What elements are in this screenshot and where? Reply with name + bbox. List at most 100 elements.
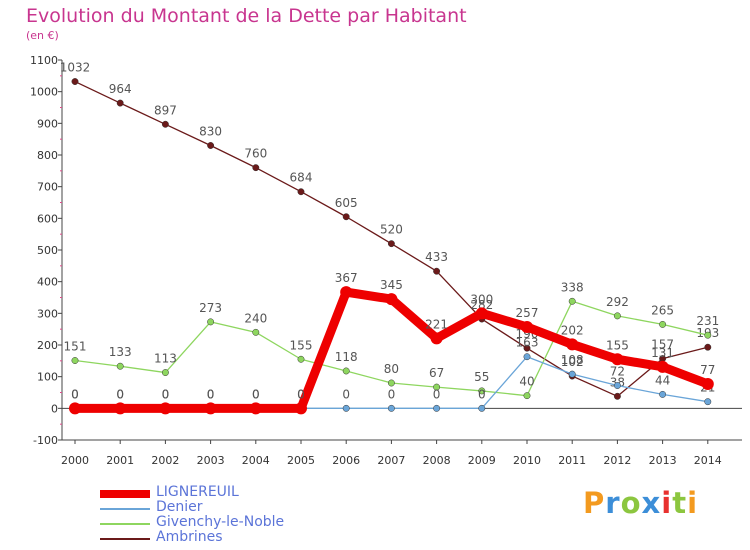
data-label: 345 <box>380 278 403 292</box>
data-point <box>387 379 395 387</box>
data-point <box>161 369 169 376</box>
y-tick-label: 600 <box>37 212 58 225</box>
data-label: 605 <box>335 196 358 210</box>
data-point <box>659 320 667 328</box>
data-label: 151 <box>64 340 87 354</box>
data-point <box>69 402 81 415</box>
data-label: 221 <box>425 317 448 331</box>
data-label: 273 <box>199 301 222 315</box>
data-point <box>566 338 579 351</box>
y-tick-label: 1100 <box>30 54 58 67</box>
data-label: 830 <box>199 125 222 139</box>
data-point <box>204 402 217 415</box>
y-tick-label: 100 <box>37 371 58 384</box>
x-tick-label: 2001 <box>106 454 134 467</box>
data-label: 202 <box>561 323 584 337</box>
data-label: 367 <box>335 271 358 285</box>
x-tick-label: 2003 <box>197 454 225 467</box>
data-point <box>701 377 714 390</box>
data-label: 0 <box>162 387 170 401</box>
legend-item-denier: Denier <box>100 499 400 516</box>
data-label: 55 <box>474 370 489 384</box>
legend-label: LIGNEREUIL <box>156 484 239 500</box>
x-tick-label: 2010 <box>513 454 541 467</box>
x-tick-label: 2012 <box>603 454 631 467</box>
data-point <box>430 332 443 345</box>
data-label: 0 <box>252 387 260 401</box>
legend-swatch <box>100 523 150 525</box>
data-point <box>342 367 350 375</box>
data-point <box>433 404 441 412</box>
data-point <box>71 78 79 85</box>
data-point <box>297 188 305 196</box>
data-label: 520 <box>380 223 403 237</box>
x-tick-label: 2007 <box>377 454 405 467</box>
data-label: 118 <box>335 350 358 364</box>
data-label: 113 <box>154 352 177 366</box>
data-point <box>433 383 441 391</box>
data-label: 40 <box>519 375 534 389</box>
data-point <box>568 370 576 378</box>
y-tick-label: 1000 <box>30 86 58 99</box>
data-point <box>521 320 533 333</box>
chart-title: Evolution du Montant de la Dette par Hab… <box>26 5 467 27</box>
y-tick-label: 0 <box>51 402 58 415</box>
data-label: 0 <box>342 387 350 401</box>
legend-swatch <box>100 490 150 498</box>
chart-subtitle: (en €) <box>26 29 59 42</box>
data-point <box>704 331 712 339</box>
data-label: 0 <box>252 387 260 401</box>
legend-label: Givenchy-le-Noble <box>156 514 285 530</box>
legend: LIGNEREUIL Denier Givenchy-le-Noble Ambr… <box>100 484 400 546</box>
x-tick-label: 2008 <box>423 454 451 467</box>
data-point <box>568 297 576 305</box>
data-point <box>252 328 260 336</box>
series-givenchy-le-noble: 151 133 113 273 240 155 118 80 67 55 40 338 292 265 23… <box>64 280 719 400</box>
series-lignereuil: 0 0 0 0 0 0 367 345 221 300 257 202 155 131 77 <box>69 271 715 415</box>
data-label: 282 <box>470 298 493 312</box>
data-label: 0 <box>297 387 305 401</box>
data-label: 0 <box>116 387 124 401</box>
proxiti-logo: Proxiti <box>583 486 699 520</box>
data-point <box>114 402 127 415</box>
data-label: 0 <box>388 387 396 401</box>
data-point <box>613 312 621 320</box>
data-label: 300 <box>470 292 493 306</box>
data-point <box>159 402 172 415</box>
y-tick-label: 200 <box>37 339 58 352</box>
y-tick-label: 400 <box>37 276 58 289</box>
legend-item-lignereuil: LIGNEREUIL <box>100 484 400 501</box>
data-point <box>116 362 124 370</box>
x-tick-label: 2011 <box>558 454 586 467</box>
data-label: 157 <box>651 338 674 352</box>
data-label: 72 <box>610 365 625 379</box>
data-point <box>704 343 712 351</box>
axes: -100010020030040050060070080090010001100… <box>30 54 742 467</box>
data-point <box>71 357 79 364</box>
data-point <box>387 404 395 412</box>
y-tick-label: -100 <box>33 434 58 447</box>
x-tick-label: 2014 <box>694 454 722 467</box>
data-label: 760 <box>244 147 267 161</box>
data-point <box>387 240 395 248</box>
data-label: 155 <box>290 338 313 352</box>
data-point <box>613 382 621 389</box>
data-label: 0 <box>207 387 215 401</box>
data-point <box>252 164 260 172</box>
legend-swatch <box>100 508 150 510</box>
series-layer: 1032964897830760684605520433282190102381… <box>60 61 719 415</box>
data-point <box>161 120 169 128</box>
data-point <box>385 293 398 306</box>
data-label: 0 <box>297 387 305 401</box>
data-label: 80 <box>384 362 399 376</box>
legend-swatch <box>100 538 150 540</box>
data-point <box>523 353 531 361</box>
data-label: 155 <box>606 338 629 352</box>
data-label: 0 <box>207 387 215 401</box>
data-point <box>340 286 353 299</box>
legend-label: Ambrines <box>156 529 223 545</box>
data-point <box>342 213 350 221</box>
data-point <box>659 390 667 398</box>
x-tick-label: 2002 <box>151 454 179 467</box>
